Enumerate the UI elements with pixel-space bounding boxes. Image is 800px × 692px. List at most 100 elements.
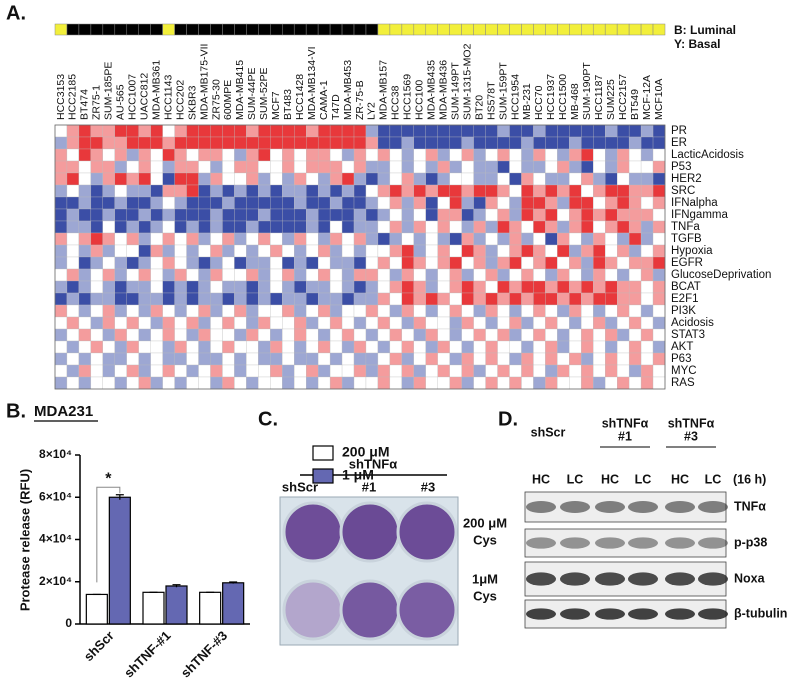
heatmap-cell — [605, 280, 618, 294]
heatmap-cell — [270, 376, 283, 390]
heatmap-cell — [186, 268, 199, 282]
row-label: P63 — [671, 353, 691, 365]
heatmap-cell — [389, 376, 403, 390]
heatmap-cell — [593, 148, 606, 162]
heatmap-cell — [174, 244, 187, 258]
column-label: ZR-75-B — [354, 80, 366, 120]
heatmap-cell — [557, 364, 570, 378]
heatmap-cell — [473, 316, 486, 330]
heatmap-cell — [557, 340, 570, 354]
heatmap-cell — [246, 304, 259, 318]
heatmap-cell — [66, 220, 80, 234]
heatmap-cell — [186, 208, 199, 222]
heatmap-cell — [258, 316, 271, 330]
heatmap-cell — [114, 184, 127, 198]
heatmap-cell — [425, 184, 438, 198]
heatmap-cell — [186, 232, 199, 246]
heatmap-cell — [545, 292, 558, 306]
heatmap-cell — [186, 124, 199, 138]
heatmap-cell — [497, 160, 510, 174]
heatmap-cell — [365, 208, 379, 222]
heatmap-cell — [533, 292, 546, 306]
heatmap-cell — [628, 376, 642, 390]
heatmap-cell — [198, 244, 211, 258]
heatmap-cell — [317, 196, 331, 210]
heatmap-cell — [102, 364, 115, 378]
heatmap-cell — [485, 148, 498, 162]
group-label: #3 — [684, 429, 698, 443]
chart-title: MDA231 — [34, 403, 93, 420]
heatmap-cell — [222, 304, 235, 318]
heatmap-cell — [581, 220, 594, 234]
heatmap-cell — [102, 136, 115, 150]
heatmap-cell — [162, 172, 175, 186]
heatmap-cell — [246, 352, 259, 366]
heatmap-cell — [90, 208, 103, 222]
heatmap-cell — [485, 292, 498, 306]
heatmap-cell — [652, 232, 666, 246]
legend-swatch — [312, 445, 334, 461]
heatmap-cell — [545, 304, 558, 318]
row-label: SRC — [671, 185, 695, 197]
heatmap-cell — [234, 220, 247, 234]
heatmap-cell — [413, 244, 426, 258]
heatmap-cell — [114, 268, 127, 282]
column-label: MDA-MB361 — [150, 60, 162, 120]
heatmap-cell — [102, 352, 115, 366]
heatmap-cell — [246, 220, 259, 234]
heatmap-cell — [353, 292, 367, 306]
heatmap-cell — [557, 352, 570, 366]
heatmap-cell — [569, 232, 582, 246]
heatmap-cell — [509, 148, 522, 162]
heatmap-cell — [437, 184, 450, 198]
heatmap-cell — [605, 376, 618, 390]
heatmap-cell — [593, 232, 606, 246]
heatmap-cell — [521, 292, 534, 306]
heatmap-cell — [294, 148, 307, 162]
heatmap-cell — [246, 268, 259, 282]
heatmap-cell — [461, 208, 474, 222]
heatmap-cell — [521, 340, 534, 354]
heatmap-cell — [317, 340, 331, 354]
heatmap-cell — [222, 184, 235, 198]
heatmap-cell — [617, 256, 630, 270]
heatmap-cell — [545, 340, 558, 354]
heatmap-cell — [389, 328, 403, 342]
heatmap-cell — [102, 196, 115, 210]
heatmap-cell — [545, 232, 558, 246]
heatmap-cell — [401, 328, 414, 342]
heatmap-cell — [389, 136, 403, 150]
heatmap-cell — [617, 304, 630, 318]
heatmap-cell — [294, 316, 307, 330]
heatmap-cell — [210, 148, 223, 162]
heatmap-cell — [377, 184, 391, 198]
subtype-cell — [640, 23, 654, 36]
heatmap-cell — [126, 244, 139, 258]
lane-label: LC — [567, 472, 584, 486]
row-label: LacticAcidosis — [671, 149, 744, 161]
heatmap-cell — [114, 148, 127, 162]
heatmap-cell — [78, 352, 92, 366]
column-label: HCC100 — [414, 80, 426, 120]
heatmap-cell — [341, 148, 355, 162]
heatmap-cell — [114, 256, 127, 270]
heatmap-cell — [78, 184, 92, 198]
heatmap-cell — [114, 364, 127, 378]
heatmap-cell — [102, 328, 115, 342]
heatmap-cell — [114, 304, 127, 318]
heatmap-cell — [282, 328, 295, 342]
heatmap-cell — [449, 124, 462, 138]
heatmap-cell — [306, 268, 319, 282]
heatmap-cell — [521, 184, 534, 198]
heatmap-cell — [186, 328, 199, 342]
heatmap-cell — [150, 124, 163, 138]
heatmap-cell — [210, 172, 223, 186]
column-label: HCC70 — [533, 85, 545, 120]
heatmap-cell — [114, 352, 127, 366]
heatmap-cell — [294, 280, 307, 294]
heatmap-cell — [222, 292, 235, 306]
heatmap-cell — [222, 340, 235, 354]
column-label: BT549 — [629, 89, 641, 120]
row-label: ER — [671, 137, 687, 149]
heatmap-cell — [449, 352, 462, 366]
